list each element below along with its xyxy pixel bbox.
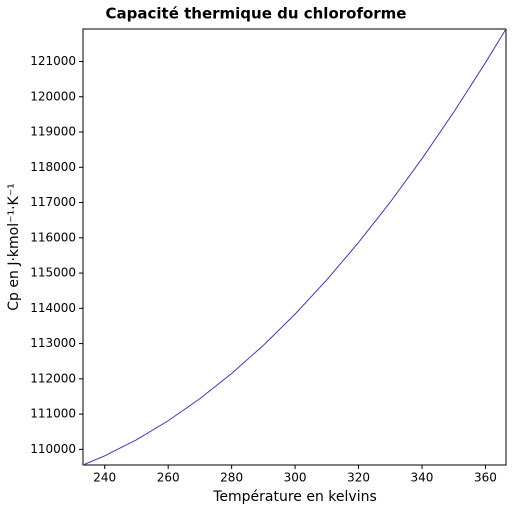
y-tick-label: 121000 <box>30 54 76 68</box>
y-tick-label: 115000 <box>30 266 76 280</box>
x-tick-label: 320 <box>347 471 370 485</box>
y-tick-label: 118000 <box>30 160 76 174</box>
x-tick-label: 260 <box>157 471 180 485</box>
y-tick-label: 117000 <box>30 195 76 209</box>
x-tick-label: 300 <box>284 471 307 485</box>
plot-frame <box>82 28 507 466</box>
x-tick-label: 240 <box>93 471 116 485</box>
x-tick-label: 280 <box>220 471 243 485</box>
y-axis-label: Cp en J·kmol⁻¹·K⁻¹ <box>6 183 22 310</box>
chart-title: Capacité thermique du chloroforme <box>106 5 407 23</box>
y-tick-label: 110000 <box>30 442 76 456</box>
y-tick-label: 116000 <box>30 230 76 244</box>
data-line <box>82 28 507 466</box>
y-tick-label: 119000 <box>30 125 76 139</box>
y-tick-label: 114000 <box>30 301 76 315</box>
x-tick-label: 360 <box>474 471 497 485</box>
x-axis-label: Température en kelvins <box>212 489 377 505</box>
x-tick-label: 340 <box>411 471 434 485</box>
y-tick-label: 113000 <box>30 336 76 350</box>
y-tick-label: 120000 <box>30 89 76 103</box>
y-tick-label: 111000 <box>30 407 76 421</box>
y-tick-label: 112000 <box>30 371 76 385</box>
